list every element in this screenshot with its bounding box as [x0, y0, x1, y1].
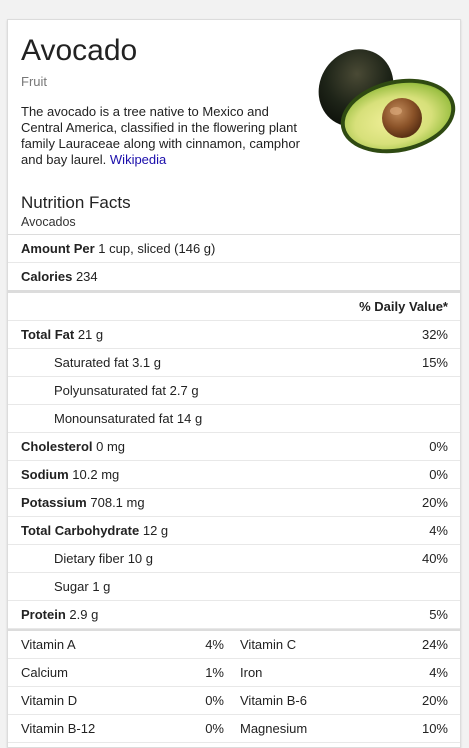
nutrition-table: Amount Per 1 cup, sliced (146 g) Calorie…	[8, 234, 460, 743]
nutrient-amount: 0 mg	[96, 439, 126, 454]
nutrition-facts-subtitle: Avocados	[21, 215, 76, 229]
nutrient-label: Potassium	[21, 495, 87, 510]
vitamin-name: Vitamin B-6	[240, 693, 307, 708]
vitamin-name: Magnesium	[240, 721, 308, 736]
vitamin-row: Vitamin B-12 0% Magnesium 10%	[8, 715, 460, 743]
description-text: The avocado is a tree native to Mexico a…	[21, 104, 300, 167]
nutrient-row-cholesterol: Cholesterol 0 mg 0%	[8, 433, 460, 461]
nutrient-amount: 708.1 mg	[90, 495, 145, 510]
vitamin-name: Vitamin A	[21, 637, 76, 652]
daily-value-header: % Daily Value*	[359, 299, 448, 314]
nutrient-row-polyunsaturated-fat: Polyunsaturated fat 2.7 g	[8, 377, 460, 405]
vitamin-name: Vitamin B-12	[21, 721, 96, 736]
nutrient-row-protein: Protein 2.9 g 5%	[8, 601, 460, 629]
vitamin-row: Vitamin A 4% Vitamin C 24%	[8, 629, 460, 659]
nutrient-row-total-fat: Total Fat 21 g 32%	[8, 321, 460, 349]
nutrient-label: Sodium	[21, 467, 69, 482]
amount-per-label: Amount Per	[21, 241, 95, 256]
vitamin-name: Iron	[240, 665, 263, 680]
vitamin-percent: 1%	[205, 665, 224, 680]
description: The avocado is a tree native to Mexico a…	[21, 104, 306, 168]
nutrient-row-sodium: Sodium 10.2 mg 0%	[8, 461, 460, 489]
avocado-image[interactable]	[308, 42, 458, 154]
calories-row: Calories 234	[8, 263, 460, 293]
nutrient-label: Protein	[21, 607, 66, 622]
nutrient-amount: 2.9 g	[69, 607, 99, 622]
nutrient-label: Cholesterol	[21, 439, 93, 454]
nutrient-row-sugar: Sugar 1 g	[8, 573, 460, 601]
nutrient-amount: 21 g	[77, 327, 104, 342]
vitamin-percent: 10%	[421, 721, 448, 736]
nutrient-daily-value: 40%	[421, 551, 448, 566]
nutrient-amount: 1 g	[92, 579, 111, 594]
nutrient-daily-value: 5%	[429, 607, 448, 622]
vitamin-row: Calcium 1% Iron 4%	[8, 659, 460, 687]
vitamin-percent: 24%	[421, 637, 448, 652]
wikipedia-link[interactable]: Wikipedia	[109, 152, 167, 167]
nutrient-label: Saturated fat	[54, 355, 129, 370]
nutrient-label: Monounsaturated fat	[54, 411, 174, 426]
nutrition-facts-title: Nutrition Facts	[21, 193, 131, 212]
vitamin-percent: 0%	[205, 693, 224, 708]
nutrient-daily-value: 0%	[429, 439, 448, 454]
nutrient-daily-value: 0%	[429, 467, 448, 482]
nutrient-label: Dietary fiber	[54, 551, 125, 566]
nutrient-row-potassium: Potassium 708.1 mg 20%	[8, 489, 460, 517]
nutrient-amount: 14 g	[176, 411, 203, 426]
nutrient-amount: 10 g	[127, 551, 154, 566]
nutrient-daily-value: 32%	[421, 327, 448, 342]
nutrient-row-total-carbohydrate: Total Carbohydrate 12 g 4%	[8, 517, 460, 545]
knowledge-panel: Avocado Fruit The avocado is a tree nati…	[7, 19, 461, 748]
nutrient-label: Polyunsaturated fat	[54, 383, 167, 398]
calories-label: Calories	[21, 269, 73, 284]
nutrient-row-monounsaturated-fat: Monounsaturated fat 14 g	[8, 405, 460, 433]
amount-per-row: Amount Per 1 cup, sliced (146 g)	[8, 235, 460, 263]
serving-size-value[interactable]: 1 cup, sliced (146 g)	[98, 241, 216, 256]
category-label: Fruit	[21, 74, 47, 89]
nutrient-row-dietary-fiber: Dietary fiber 10 g 40%	[8, 545, 460, 573]
nutrient-amount: 12 g	[142, 523, 169, 538]
vitamin-percent: 20%	[421, 693, 448, 708]
vitamin-name: Vitamin C	[240, 637, 297, 652]
nutrient-amount: 3.1 g	[132, 355, 161, 370]
nutrient-label: Total Fat	[21, 327, 75, 342]
vitamin-percent: 4%	[205, 637, 224, 652]
nutrient-row-saturated-fat: Saturated fat 3.1 g 15%	[8, 349, 460, 377]
page-title: Avocado	[21, 34, 138, 67]
nutrient-amount: 10.2 mg	[72, 467, 120, 482]
nutrient-label: Sugar	[54, 579, 89, 594]
vitamin-name: Calcium	[21, 665, 68, 680]
nutrient-daily-value: 15%	[421, 355, 448, 370]
nutrient-amount: 2.7 g	[169, 383, 199, 398]
vitamin-name: Vitamin D	[21, 693, 78, 708]
vitamin-percent: 4%	[429, 665, 448, 680]
daily-value-header-row: % Daily Value*	[8, 293, 460, 321]
calories-value: 234	[75, 269, 98, 284]
nutrient-daily-value: 20%	[421, 495, 448, 510]
nutrient-daily-value: 4%	[429, 523, 448, 538]
nutrient-label: Total Carbohydrate	[21, 523, 140, 538]
vitamin-row: Vitamin D 0% Vitamin B-6 20%	[8, 687, 460, 715]
vitamin-percent: 0%	[205, 721, 224, 736]
